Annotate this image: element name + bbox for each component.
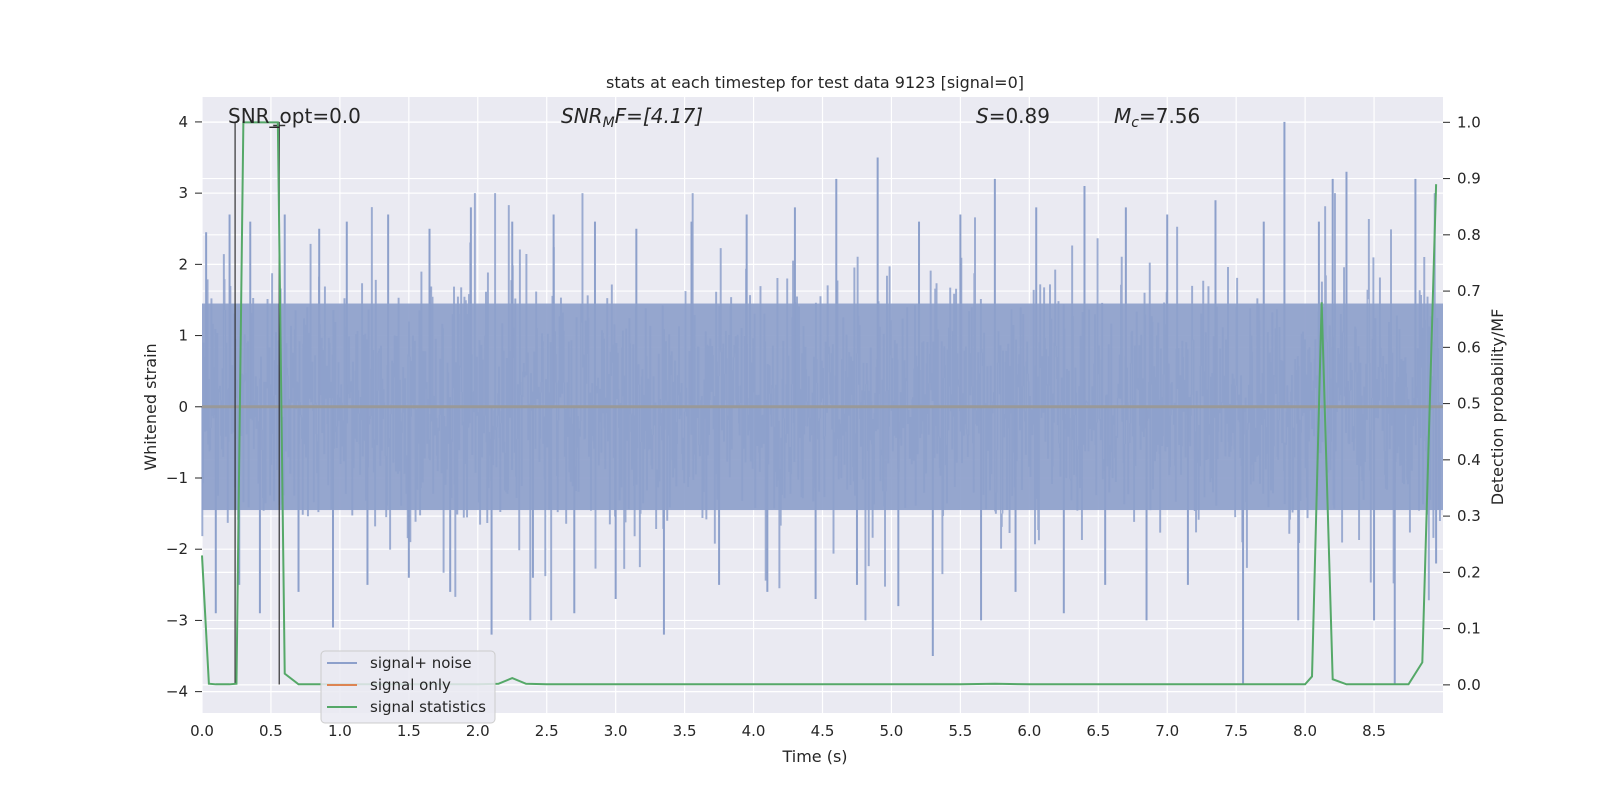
y-right-tick-label: 0.2 (1457, 563, 1481, 581)
y-left-tick-label: −2 (166, 540, 188, 558)
y-left-tick-label: −3 (166, 611, 188, 629)
legend-label-signal-only: signal only (370, 676, 451, 694)
y-right-tick-label: 1.0 (1457, 113, 1481, 131)
y-left-tick-label: −1 (166, 469, 188, 487)
y-right-tick-label: 0.8 (1457, 226, 1481, 244)
chart-title: stats at each timestep for test data 912… (606, 73, 1024, 92)
x-tick-label: 4.5 (811, 722, 835, 740)
x-tick-label: 1.0 (328, 722, 352, 740)
x-tick-label: 2.0 (466, 722, 490, 740)
x-tick-label: 0.0 (190, 722, 214, 740)
x-tick-label: 3.0 (604, 722, 628, 740)
x-tick-label: 5.5 (948, 722, 972, 740)
legend-label-noise: signal+ noise (370, 654, 472, 672)
x-tick-label: 8.0 (1293, 722, 1317, 740)
x-tick-label: 7.0 (1155, 722, 1179, 740)
statistics-line (201, 121, 1438, 686)
legend-label-statistics: signal statistics (370, 698, 486, 716)
y-right-tick-label: 0.9 (1457, 170, 1481, 188)
y-left-tick-label: 4 (178, 113, 188, 131)
annotation-mc-value: =7.56 (1139, 104, 1200, 128)
x-tick-label: 0.5 (259, 722, 283, 740)
x-tick-label: 4.0 (742, 722, 766, 740)
legend: signal+ noise signal only signal statist… (320, 650, 496, 724)
y-right-tick-label: 0.3 (1457, 507, 1481, 525)
x-tick-label: 2.5 (535, 722, 559, 740)
y-left-tick-label: 3 (178, 184, 188, 202)
y-axis-left-ticks: −4 −3 −2 −1 0 1 2 3 4 (166, 113, 202, 701)
annotation-snr-mf-rest: F=[4.17] (615, 104, 703, 128)
y-left-tick-label: −4 (166, 683, 188, 701)
y-right-tick-label: 0.6 (1457, 338, 1481, 356)
y-axis-left-label: Whitened strain (141, 343, 160, 470)
y-right-tick-label: 0.1 (1457, 620, 1481, 638)
x-tick-label: 1.5 (397, 722, 421, 740)
annotation-mc-symbol: M (1114, 104, 1131, 128)
x-tick-label: 6.0 (1017, 722, 1041, 740)
x-tick-label: 7.5 (1224, 722, 1248, 740)
y-left-tick-label: 1 (178, 327, 188, 345)
y-axis-right-ticks: 0.0 0.1 0.2 0.3 0.4 0.5 0.6 0.7 0.8 0.9 1.0 (1443, 113, 1481, 694)
y-right-tick-label: 0.7 (1457, 282, 1481, 300)
x-axis-ticks: 0.0 0.5 1.0 1.5 2.0 2.5 3.0 3.5 4.0 4.5 5.0 5.5 6.0 6… (190, 722, 1386, 740)
x-tick-label: 8.5 (1362, 722, 1386, 740)
y-axis-right-label: Detection probability/MF (1488, 309, 1507, 506)
x-tick-label: 3.5 (673, 722, 697, 740)
y-right-tick-label: 0.0 (1457, 676, 1481, 694)
x-tick-label: 5.0 (880, 722, 904, 740)
annotation-s-value: =0.89 (989, 104, 1050, 128)
annotation-s-symbol: S (976, 104, 989, 128)
series-signal-statistics (201, 121, 1438, 686)
x-axis-label: Time (s) (781, 747, 847, 766)
annotation-snr-mf-subscript: M (603, 115, 615, 131)
x-tick-label: 6.5 (1086, 722, 1110, 740)
annotation-mc-subscript: c (1131, 115, 1139, 131)
annotation-snr-mf-symbol: SNR (561, 104, 603, 128)
legend-box (320, 650, 496, 724)
annotation-s: S=0.89 (976, 104, 1050, 128)
y-left-tick-label: 2 (178, 255, 188, 273)
y-right-tick-label: 0.5 (1457, 395, 1481, 413)
annotation-snr-opt: SNR_opt=0.0 (228, 104, 361, 128)
y-left-tick-label: 0 (178, 398, 188, 416)
annotation-snr-mf: SNRMF=[4.17] (561, 104, 703, 131)
y-right-tick-label: 0.4 (1457, 451, 1481, 469)
annotation-mc: Mc=7.56 (1114, 104, 1200, 131)
